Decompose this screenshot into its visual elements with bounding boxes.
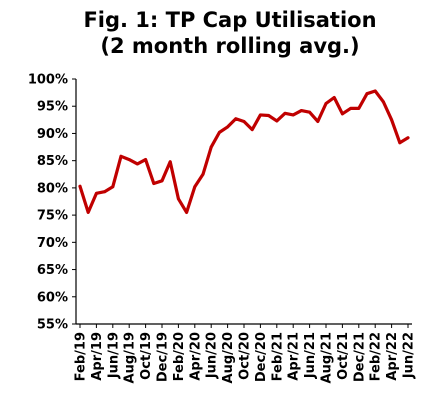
x-tick-label: Apr/20: [188, 332, 203, 381]
data-point: [300, 109, 303, 112]
x-tick-label: Apr/21: [287, 332, 302, 381]
x-tick-label: Jun/22: [402, 332, 417, 379]
data-point: [373, 89, 377, 93]
x-tick-label: Aug/20: [221, 332, 236, 383]
data-point: [144, 158, 148, 161]
data-point: [275, 119, 279, 123]
y-tick-label: 75%: [37, 209, 68, 224]
x-tick-label: Apr/19: [90, 332, 105, 381]
x-tick-label: Dec/21: [352, 332, 367, 382]
x-tick-label: Jun/21: [303, 332, 318, 379]
data-point: [259, 113, 262, 117]
x-tick-label: Oct/20: [238, 332, 253, 380]
y-axis-ticks: 55% 60% 65% 70% 75% 80% 85% 90% 95% 100%: [28, 73, 76, 333]
data-point: [226, 125, 230, 129]
x-tick-label: Oct/21: [336, 332, 351, 380]
x-tick-label: Feb/22: [369, 332, 384, 381]
data-point: [177, 197, 180, 201]
data-point: [390, 118, 393, 122]
data-point: [168, 160, 172, 164]
y-tick-label: 55%: [37, 318, 68, 333]
data-point: [283, 111, 287, 115]
data-point: [119, 154, 123, 158]
data-point: [185, 210, 189, 214]
x-tick-label: Feb/21: [270, 332, 285, 381]
x-tick-label: Dec/20: [254, 332, 269, 382]
x-tick-label: Jun/19: [106, 332, 121, 379]
data-point: [218, 130, 221, 134]
series-group: [78, 89, 410, 214]
y-tick-label: 65%: [37, 263, 68, 278]
x-tick-label: Aug/19: [123, 332, 138, 383]
chart-title-line-2: (2 month rolling avg.): [100, 34, 360, 58]
data-point: [291, 113, 295, 117]
data-point: [209, 145, 213, 149]
data-point: [152, 182, 156, 185]
data-point: [127, 158, 131, 161]
data-point: [95, 191, 98, 195]
data-point: [193, 185, 197, 189]
data-point: [111, 185, 115, 189]
y-tick-label: 60%: [37, 290, 68, 305]
chart-title-line-1: Fig. 1: TP Cap Utilisation: [83, 8, 377, 32]
x-tick-label: Apr/22: [385, 332, 400, 381]
data-point: [324, 102, 328, 105]
x-tick-label: Oct/19: [139, 332, 154, 380]
x-tick-label: Dec/19: [156, 332, 171, 382]
x-tick-label: Feb/20: [172, 332, 187, 381]
data-point: [250, 128, 254, 132]
data-point: [160, 179, 164, 183]
data-point: [382, 100, 385, 104]
x-tick-label: Feb/19: [74, 332, 89, 381]
chart-axes: [75, 79, 412, 325]
x-tick-label: Aug/21: [320, 332, 335, 383]
data-point: [341, 112, 344, 116]
y-tick-label: 70%: [37, 236, 68, 251]
y-tick-label: 80%: [37, 181, 68, 196]
data-point: [406, 136, 410, 140]
y-tick-label: 100%: [28, 73, 68, 88]
x-tick-label: Jun/20: [205, 332, 220, 379]
y-tick-label: 95%: [37, 100, 68, 115]
data-point: [267, 114, 270, 117]
y-tick-label: 90%: [37, 127, 68, 142]
data-point: [242, 120, 246, 123]
data-point: [365, 92, 369, 96]
y-tick-label: 85%: [37, 154, 68, 169]
x-axis-ticks: Feb/19 Apr/19 Jun/19 Aug/19 Oct/19 Dec/19 Feb/…: [74, 324, 417, 383]
data-point: [357, 107, 361, 110]
data-point: [103, 190, 106, 194]
data-point: [234, 117, 238, 121]
data-point: [349, 107, 352, 110]
data-point: [86, 210, 90, 214]
data-point: [201, 172, 205, 176]
data-point: [78, 184, 82, 188]
data-point: [136, 162, 139, 166]
data-point: [332, 96, 336, 99]
data-point: [316, 120, 320, 123]
data-point: [398, 141, 402, 145]
data-point: [308, 110, 311, 114]
